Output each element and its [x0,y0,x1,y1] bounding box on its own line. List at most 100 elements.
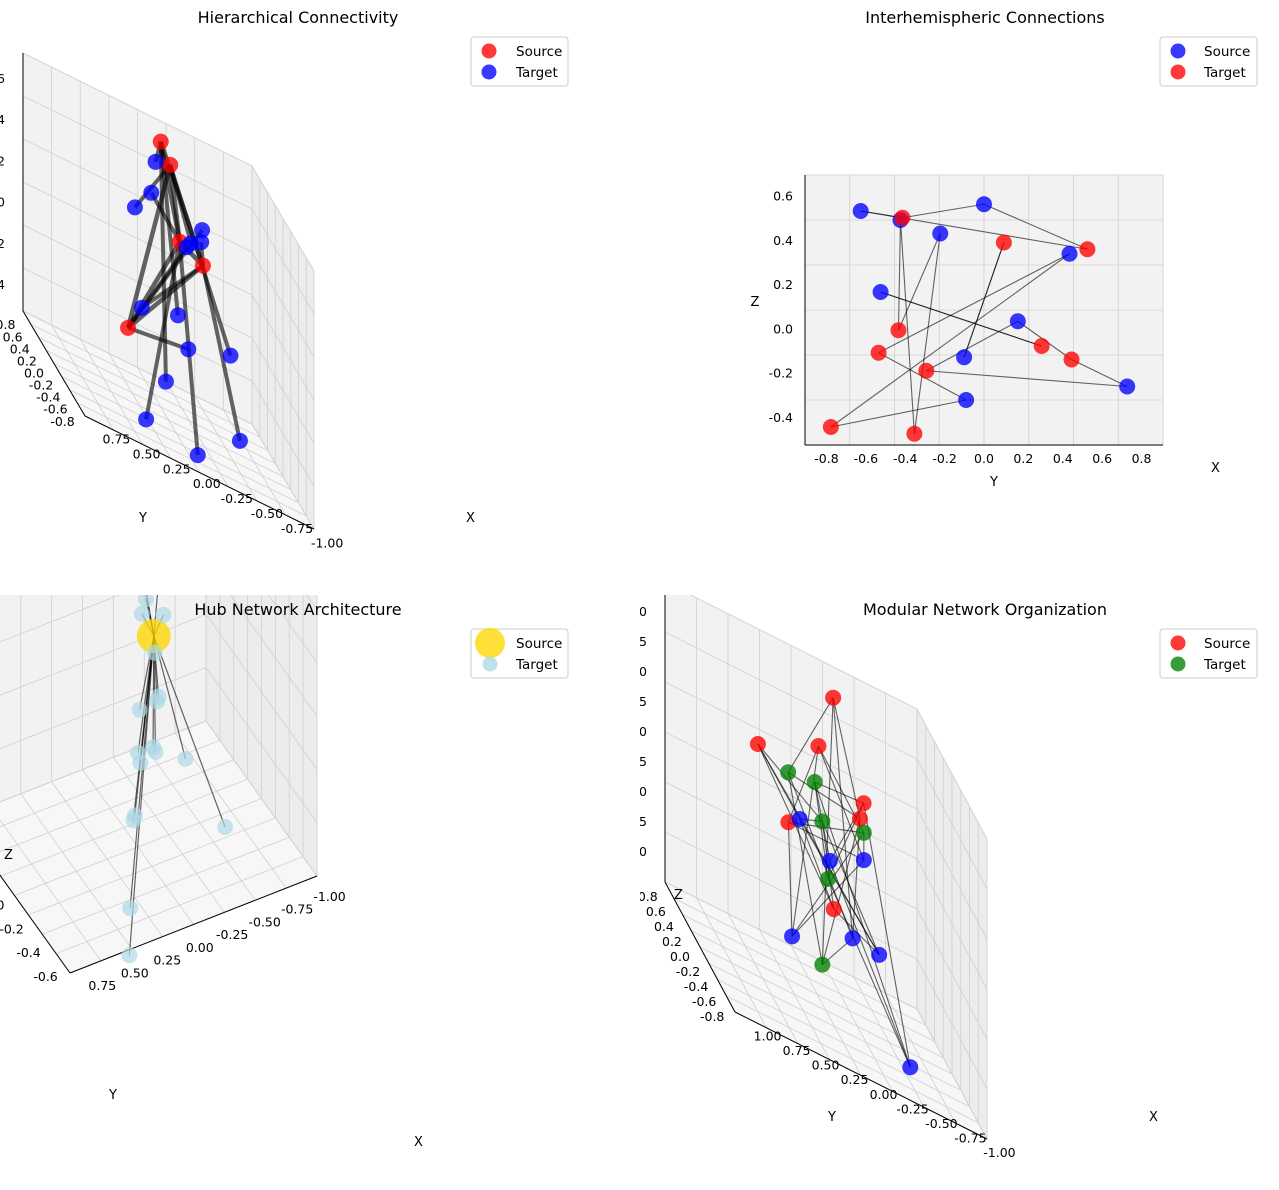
y-tick-label: -0.6 [854,451,878,466]
x-tick-label: 0.50 [133,447,161,462]
data-point-target [146,644,163,661]
connection-edge [817,745,865,861]
gridline [113,757,225,913]
z-tick-label: 0.4 [0,112,5,127]
data-point-source [194,257,211,274]
chart-panel-hierarchical: 0.75 0.50 0.25 0.00 -0.25 -0.50 -0.75 -1.00 -0.8… [0,0,639,595]
y-tick-label: -0.2 [29,378,53,393]
data-point-target [820,870,837,887]
data-point-target [1063,351,1080,368]
x-tick-label: 1.00 [754,1028,782,1043]
gridline [822,961,893,1092]
legend-label-target: Target [515,657,558,673]
data-point-target [147,743,164,760]
connection-edge [926,370,1128,388]
chart-title: Hierarchical Connectivity [198,8,399,27]
x-tick-label: -0.75 [281,521,313,536]
x-tick-label: 0.00 [193,476,221,491]
x-tick-label: -1.00 [311,536,343,551]
gridline [664,881,918,1010]
connection-edge [832,697,861,819]
gridline [205,667,318,823]
legend-label-target: Target [1203,65,1246,81]
y-tick-label: -0.4 [684,979,708,994]
connection-edge [787,771,861,820]
gridline [205,720,318,877]
x-axis-label: X [466,511,475,526]
data-point-source [855,795,872,812]
connection-edge [200,265,242,442]
z-tick-label: 0.50 [640,664,647,679]
y-axis-label: Y [989,475,998,490]
x-tick-label: -0.50 [251,506,283,521]
legend: Source Target [1159,628,1258,679]
z-tick-label: 0.6 [773,189,793,204]
connection-edge [827,878,911,1068]
data-point-target [822,419,839,435]
gridline [916,708,988,840]
z-tick-label: -0.2 [0,236,5,251]
data-point-source [136,618,171,653]
data-point-source [162,156,179,173]
data-point-source [1009,313,1026,330]
x-tick-label: 0.25 [841,1072,869,1087]
x-axis-line [69,875,318,974]
legend: Source Target [470,36,569,87]
gridline [916,758,988,890]
z-axis-label: Z [4,848,13,863]
points-group [120,133,248,464]
y-tick-label: 0.8 [1132,451,1152,466]
gridline [22,52,253,167]
gridline [22,95,253,210]
x-axis-line [84,415,315,530]
data-point-source [956,349,973,366]
data-point-target [157,373,174,390]
x-tick-label: 0.75 [88,978,116,993]
gridline [916,958,988,1090]
y-tick-label: -0.2 [676,964,700,979]
data-point-target [814,813,831,830]
data-point-source [825,901,842,918]
x-tick-label: -0.50 [925,1116,957,1131]
chart-title: Hub Network Architecture [194,600,401,619]
z-tick-label: 0.0 [773,321,793,336]
y-tick-label: -0.8 [50,414,74,429]
chart-title: Modular Network Organization [863,600,1107,619]
gridline [53,363,284,477]
data-point-target [132,754,149,771]
data-point-target [122,900,139,917]
gridline [143,745,256,901]
connection-edge [158,141,168,382]
connection-edge [127,325,189,352]
connection-edge [153,635,226,828]
gridline [22,310,253,425]
gridline [223,409,286,516]
y-tick-label: -0.6 [692,994,716,1009]
connection-edge [153,595,159,637]
data-point-source [1119,378,1136,395]
edges-group [125,140,242,456]
data-point-source [852,203,869,219]
data-point-target [217,818,234,835]
data-point-target [178,239,195,256]
edges-group [830,203,1128,434]
data-point-target [193,234,210,251]
y-tick-label: 0.4 [1053,451,1073,466]
gridline [205,614,318,770]
z-tick-label: 0.4 [773,233,793,248]
chart-panel-interhemispheric: -0.8 -0.6 -0.4 -0.2 0.0 0.2 0.4 0.6 0.8 -0.4 -0.2 0… [640,0,1279,595]
y-tick-label: -0.6 [43,402,67,417]
ticks-group: 1.000.750.500.250.00-0.25-0.50-0.75-1.00… [640,604,1016,1160]
ticks-group: -0.8 -0.6 -0.4 -0.2 0.0 0.2 0.4 0.6 0.8 -0.4 -0.2 0… [769,189,1152,466]
gridline [22,181,253,296]
x-tick-label: -0.25 [221,491,253,506]
x-axis-label: X [1149,1110,1158,1125]
data-point-source [932,225,949,242]
gridline [664,631,918,760]
ticks-group: 0.750.500.250.00-0.25-0.50-0.75-1.00 -0.8… [0,71,343,551]
legend: Source Target [1159,36,1258,87]
x-axis-label: X [414,1135,423,1150]
connection-edge [899,219,915,434]
gridline [664,781,918,910]
y-axis-line [664,881,736,1013]
